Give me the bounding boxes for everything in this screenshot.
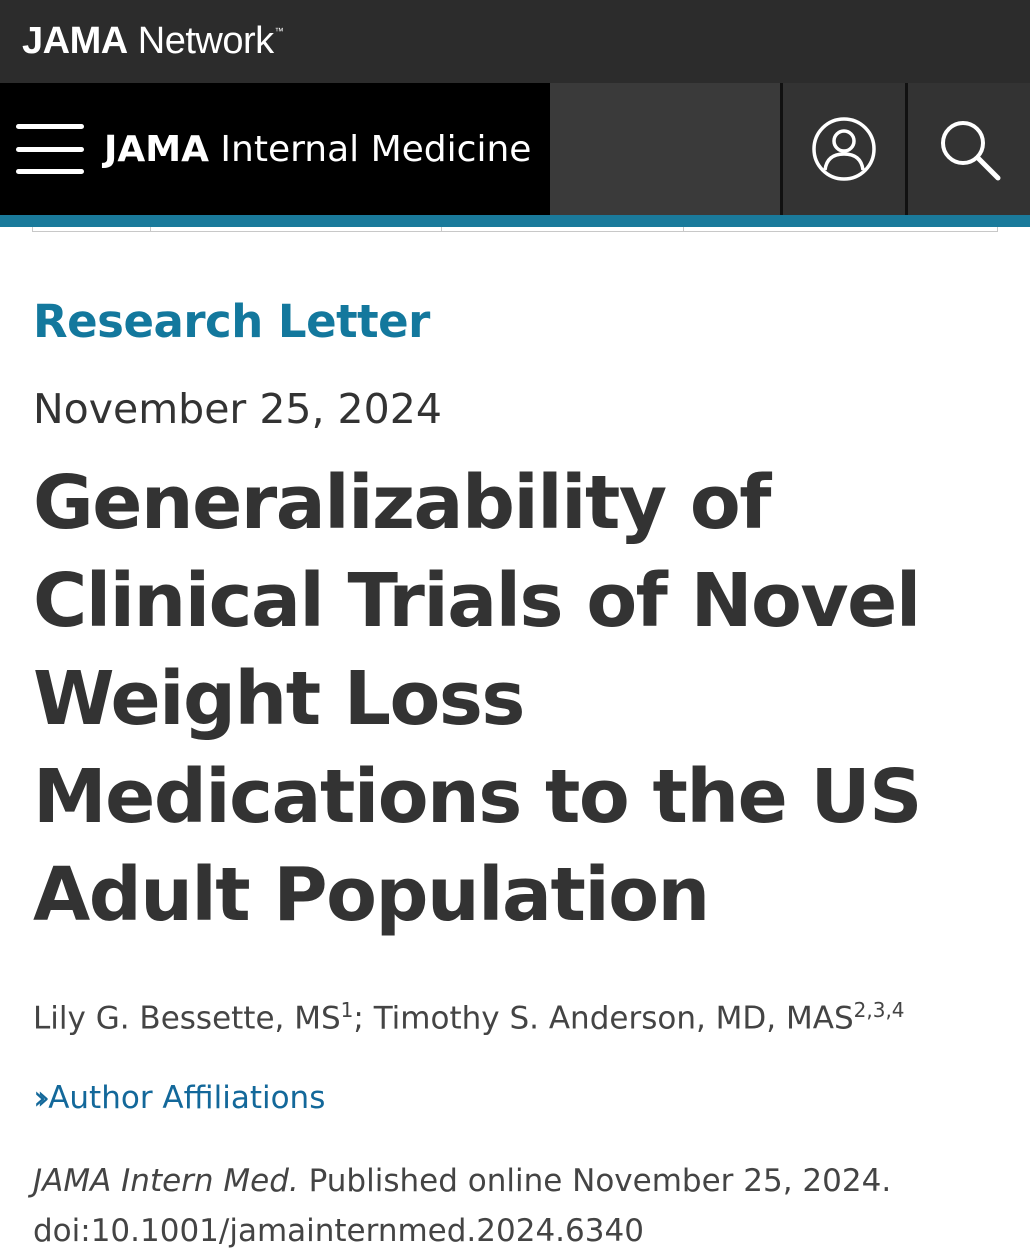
journal-nav-left: JAMA Internal Medicine — [0, 83, 550, 215]
article-type[interactable]: Research Letter — [33, 295, 430, 348]
doi[interactable]: doi:10.1001/jamainternmed.2024.6340 — [33, 1213, 644, 1250]
citation-published: Published online November 25, 2024. — [298, 1163, 892, 1200]
search-button[interactable] — [905, 83, 1030, 215]
journal-nav: JAMA Internal Medicine — [0, 83, 1030, 215]
user-icon — [812, 117, 876, 181]
author-2-affiliation: 2,3,4 — [853, 998, 905, 1022]
search-icon — [941, 121, 1001, 181]
brand-bold: JAMA — [22, 20, 128, 62]
article-title: Generalizability of Clinical Trials of N… — [33, 460, 922, 938]
citation: JAMA Intern Med. Published online Novemb… — [33, 1156, 997, 1256]
citation-journal: JAMA Intern Med. — [33, 1163, 299, 1200]
author-list: Lily G. Bessette, MS1; Timothy S. Anders… — [33, 990, 997, 1038]
sub-tabs — [32, 227, 998, 232]
author-1-affiliation: 1 — [340, 998, 354, 1022]
journal-logo[interactable]: JAMA Internal Medicine — [104, 129, 531, 170]
author-1[interactable]: Lily G. Bessette, MS — [33, 1000, 341, 1037]
journal-bold: JAMA — [104, 128, 209, 170]
hamburger-icon[interactable] — [16, 124, 84, 174]
author-affiliations-label: Author Affiliations — [48, 1080, 326, 1117]
jama-network-logo[interactable]: JAMA Network™ — [22, 20, 284, 63]
network-header: JAMA Network™ — [0, 0, 1030, 83]
article-header: Research Letter November 25, 2024 Genera… — [0, 294, 1030, 1256]
author-separator: ; — [353, 1000, 374, 1037]
brand-light: Network — [127, 20, 274, 62]
nav-spacer — [550, 83, 780, 215]
account-button[interactable] — [780, 83, 905, 215]
journal-light: Internal Medicine — [208, 128, 532, 170]
author-2[interactable]: Timothy S. Anderson, MD, MAS — [373, 1000, 854, 1037]
publication-date: November 25, 2024 — [33, 385, 442, 433]
accent-stripe — [0, 215, 1030, 227]
chevron-right-icon: ›› — [33, 1078, 50, 1119]
trademark: ™ — [274, 26, 284, 36]
author-affiliations-toggle[interactable]: ›› Author Affiliations — [33, 1078, 997, 1118]
